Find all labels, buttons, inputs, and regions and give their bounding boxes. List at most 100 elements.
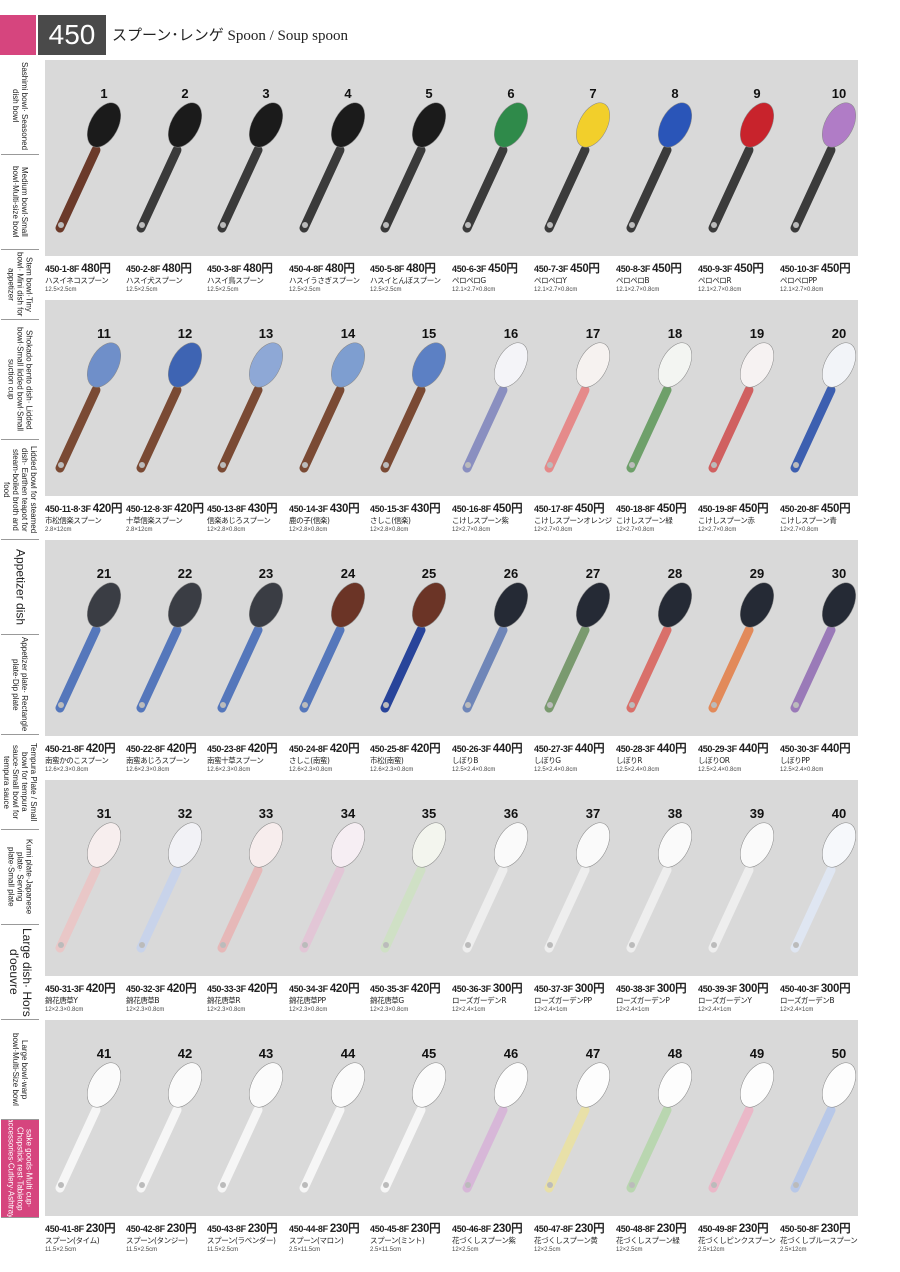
spoon (708, 822, 774, 953)
code-price: 450-34-3F 420円 (289, 980, 371, 996)
handle-hole (220, 1182, 226, 1188)
code-price: 450-32-3F 420円 (126, 980, 208, 996)
code-price: 450-33-3F 420円 (207, 980, 289, 996)
product-info: 450-18-8F 450円 こけしスプーン緑 12×2.7×0.8cm (616, 500, 698, 534)
product-code: 450-40-3F (780, 984, 819, 994)
product-size: 2.5×11.5cm (289, 1247, 321, 1253)
code-price: 450-39-3F 300円 (698, 980, 780, 996)
spoon (136, 342, 202, 473)
product-code: 450-38-3F (616, 984, 655, 994)
code-price: 450-9-3F 450円 (698, 260, 780, 276)
spoon-bowl (249, 582, 283, 628)
product-panel: 11 12 13 14 15 16 17 18 19 20 (45, 300, 858, 496)
code-price: 450-4-8F 480円 (289, 260, 371, 276)
spoon-bowl (168, 102, 202, 148)
handle-hole (302, 942, 308, 948)
product-name: スプーン(タンジー) (126, 1236, 188, 1245)
product-info: 450-26-3F 440円 しぼりB 12.5×2.4×0.8cm (452, 740, 534, 774)
product-size: 12×2.7×0.8cm (698, 527, 737, 533)
product-price: 300円 (656, 983, 687, 995)
spoon (626, 1062, 692, 1193)
product-name: ローズガーデンPP (534, 996, 592, 1005)
item-number: 42 (178, 1046, 192, 1061)
spoon-bowl (576, 1062, 610, 1108)
code-price: 450-27-3F 440円 (534, 740, 616, 756)
handle-hole (793, 702, 799, 708)
product-code: 450-34-3F (289, 984, 328, 994)
item-number: 3 (262, 86, 269, 101)
code-price: 450-17-8F 450円 (534, 500, 616, 516)
product-size: 2.8×12cm (126, 527, 153, 533)
product-name: しぼりR (616, 756, 643, 765)
code-price: 450-40-3F 300円 (780, 980, 862, 996)
code-price: 450-20-8F 450円 (780, 500, 862, 516)
spoon-handle (708, 625, 754, 713)
spoon (626, 102, 692, 233)
page-number: 450 (38, 15, 106, 55)
product-info: 450-47-8F 230円 花づくしスプーン黄 12×2.5cm (534, 1220, 616, 1254)
item-number: 24 (341, 566, 356, 581)
spoon (544, 342, 610, 473)
product-name: ペロペロR (698, 276, 732, 285)
handle-hole (547, 942, 553, 948)
product-name: ハスイネコスプーン (45, 276, 109, 285)
spoon-bowl (249, 102, 283, 148)
spoon-handle (708, 145, 754, 233)
spoon-handle (708, 865, 754, 953)
spoon-handle (544, 1105, 590, 1193)
spoon-bowl (740, 822, 774, 868)
product-info: 450-14-3F 430円 鹿の子(信楽) 12×2.8×0.8cm (289, 500, 371, 534)
spoon-handle (544, 625, 590, 713)
item-number: 48 (668, 1046, 682, 1061)
product-name: 十草信楽スプーン (126, 516, 183, 525)
item-number: 45 (422, 1046, 436, 1061)
item-number: 31 (97, 806, 111, 821)
code-price: 450-22-8F 420円 (126, 740, 208, 756)
item-number: 38 (668, 806, 682, 821)
product-size: 12.6×2.3×0.8cm (126, 767, 170, 773)
spoon-handle (299, 1105, 345, 1193)
handle-hole (220, 462, 226, 468)
product-size: 12×2.5cm (452, 1247, 479, 1253)
product-price: 420円 (410, 743, 441, 755)
product-name: ローズガーデンB (780, 996, 835, 1005)
spoon-bowl (87, 342, 121, 388)
spoon (217, 822, 283, 953)
code-price: 450-3-8F 480円 (207, 260, 289, 276)
item-number: 49 (750, 1046, 764, 1061)
product-name: ハスイ犬スプーン (126, 276, 183, 285)
product-size: 12×2.3×0.8cm (207, 1007, 246, 1013)
spoon-bowl (331, 582, 365, 628)
spoon (462, 102, 528, 233)
handle-hole (793, 222, 799, 228)
product-panel: 41 42 43 44 45 46 47 48 49 50 (45, 1020, 858, 1216)
handle-hole (711, 942, 717, 948)
product-name: 南蛮あじろスプーン (126, 756, 190, 765)
product-code: 450-43-8F (207, 1224, 246, 1234)
product-price: 450円 (488, 263, 518, 275)
code-price: 450-21-8F 420円 (45, 740, 127, 756)
product-size: 12×2.3×0.8cm (126, 1007, 165, 1013)
item-number: 20 (832, 326, 846, 341)
spoon-handle (626, 625, 672, 713)
side-tab: Appetizer dish (1, 540, 39, 635)
product-size: 12×2.4×1cm (616, 1007, 650, 1013)
spoon-bowl (576, 822, 610, 868)
product-info: 450-35-3F 420円 錦花唐草G 12×2.3×0.8cm (370, 980, 452, 1014)
product-info: 450-28-3F 440円 しぼりR 12.5×2.4×0.8cm (616, 740, 698, 774)
product-code: 450-5-8F (370, 264, 405, 274)
spoon-handle (790, 865, 836, 953)
spoon-handle (380, 625, 426, 713)
product-panel: 1 2 3 4 5 6 7 8 9 10 (45, 60, 858, 256)
code-price: 450-7-3F 450円 (534, 260, 616, 276)
product-name: ハスイ鳥スプーン (207, 276, 264, 285)
corner-tab (0, 15, 36, 55)
spoon-handle (462, 1105, 508, 1193)
product-code: 450-27-3F (534, 744, 573, 754)
code-price: 450-24-8F 420円 (289, 740, 371, 756)
item-number: 44 (341, 1046, 356, 1061)
handle-hole (220, 222, 226, 228)
product-info: 450-9-3F 450円 ペロペロR 12.1×2.7×0.8cm (698, 260, 780, 294)
code-price: 450-35-3F 420円 (370, 980, 452, 996)
product-name: 信楽あじろスプーン (207, 516, 271, 525)
